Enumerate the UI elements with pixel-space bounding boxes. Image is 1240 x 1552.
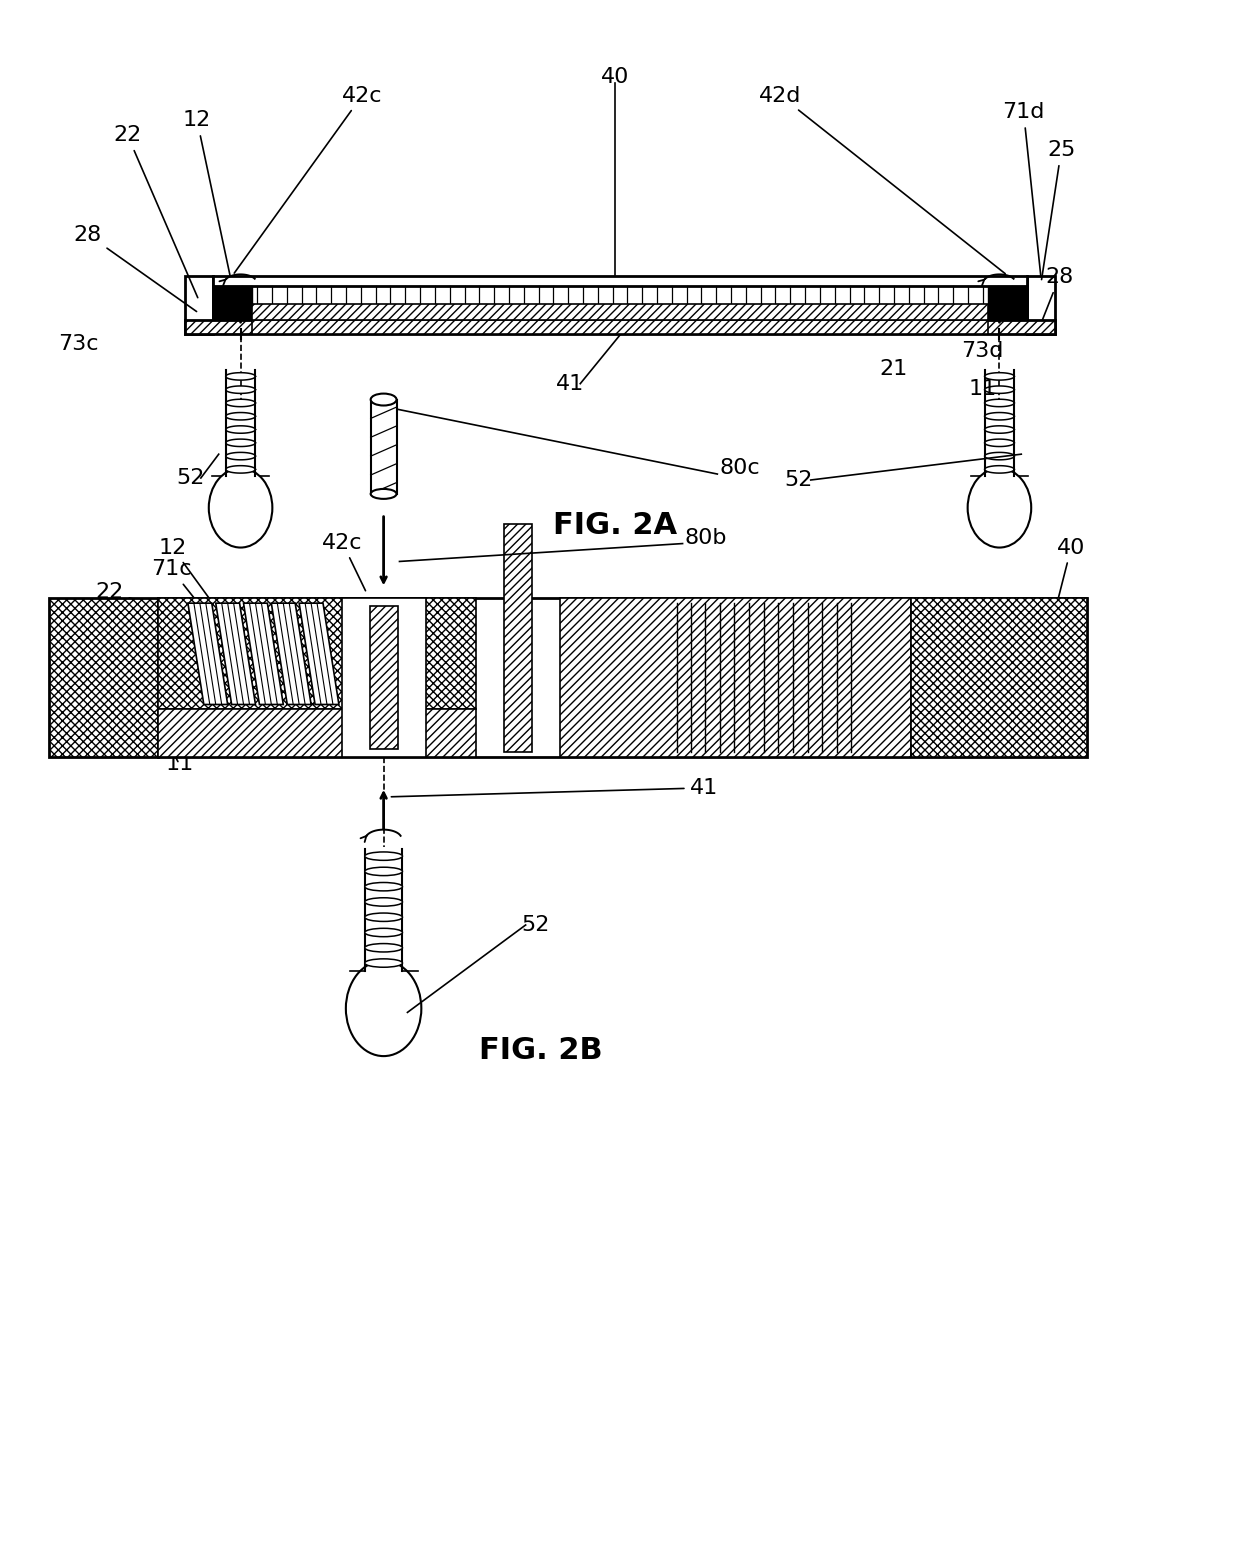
Bar	[253, 320, 987, 334]
Ellipse shape	[227, 439, 254, 447]
Bar	[371, 399, 397, 494]
Ellipse shape	[986, 386, 1013, 393]
Bar	[159, 598, 1086, 757]
Text: 28: 28	[73, 225, 197, 312]
Text: 11: 11	[165, 754, 193, 774]
Bar	[560, 598, 911, 757]
Ellipse shape	[371, 489, 397, 498]
Ellipse shape	[208, 469, 273, 548]
Text: 73c: 73c	[53, 689, 94, 717]
Bar	[213, 286, 1027, 320]
Text: 71c: 71c	[151, 559, 195, 598]
Ellipse shape	[986, 413, 1013, 421]
Bar	[370, 607, 398, 750]
Ellipse shape	[986, 399, 1013, 407]
Text: 28: 28	[1042, 267, 1074, 320]
Text: FIG. 2A: FIG. 2A	[553, 511, 677, 540]
Ellipse shape	[365, 959, 403, 967]
Bar	[343, 599, 424, 756]
Ellipse shape	[227, 425, 254, 433]
Text: 25: 25	[1042, 140, 1075, 279]
Text: 22: 22	[113, 126, 197, 298]
Ellipse shape	[986, 466, 1013, 473]
Ellipse shape	[227, 466, 254, 473]
Ellipse shape	[986, 439, 1013, 447]
Bar	[253, 304, 987, 320]
Text: 80b: 80b	[684, 528, 727, 548]
Ellipse shape	[365, 928, 403, 937]
Ellipse shape	[227, 399, 254, 407]
Polygon shape	[272, 604, 311, 705]
Text: 40: 40	[601, 67, 629, 87]
Text: 41: 41	[557, 374, 584, 394]
Ellipse shape	[227, 372, 254, 380]
Ellipse shape	[365, 944, 403, 951]
Bar	[1027, 276, 1055, 334]
Ellipse shape	[346, 961, 422, 1055]
Text: FIG. 2B: FIG. 2B	[479, 1035, 603, 1065]
Ellipse shape	[365, 852, 403, 860]
Text: 42c: 42c	[234, 85, 382, 273]
Text: 41: 41	[392, 778, 718, 798]
Bar	[185, 320, 1055, 334]
Text: 12: 12	[159, 537, 211, 601]
Text: 42c: 42c	[322, 532, 366, 591]
Ellipse shape	[986, 372, 1013, 380]
Ellipse shape	[227, 386, 254, 393]
Text: 25: 25	[221, 602, 274, 622]
Text: 73c: 73c	[58, 334, 99, 354]
Ellipse shape	[227, 413, 254, 421]
Ellipse shape	[986, 425, 1013, 433]
Text: 28: 28	[58, 667, 87, 686]
Polygon shape	[299, 604, 339, 705]
Ellipse shape	[365, 868, 403, 875]
Text: 21: 21	[879, 359, 908, 379]
Bar	[213, 286, 253, 320]
Text: 52: 52	[785, 470, 813, 490]
Bar	[503, 523, 532, 753]
Ellipse shape	[365, 897, 403, 906]
Bar	[185, 276, 213, 334]
Ellipse shape	[986, 452, 1013, 459]
Text: 50: 50	[738, 736, 877, 756]
Bar	[48, 598, 159, 757]
Polygon shape	[243, 604, 283, 705]
Polygon shape	[216, 604, 255, 705]
Ellipse shape	[365, 913, 403, 922]
Bar	[213, 276, 1027, 286]
Bar	[911, 598, 1086, 757]
Bar	[342, 598, 427, 757]
Text: 52: 52	[177, 469, 205, 487]
Bar	[213, 286, 1027, 320]
Text: 52: 52	[521, 916, 549, 934]
Ellipse shape	[227, 452, 254, 459]
Bar	[159, 598, 476, 709]
Text: 42d: 42d	[759, 85, 1006, 273]
Text: 40: 40	[1056, 537, 1085, 601]
Text: 11: 11	[968, 379, 997, 399]
Text: 71d: 71d	[1002, 102, 1045, 276]
Ellipse shape	[371, 394, 397, 405]
Text: 22: 22	[95, 582, 145, 602]
Ellipse shape	[967, 469, 1032, 548]
Polygon shape	[188, 604, 228, 705]
Bar	[159, 709, 476, 757]
Text: 80c: 80c	[719, 458, 760, 478]
Ellipse shape	[365, 883, 403, 891]
Text: 12: 12	[184, 110, 231, 276]
Text: 73d: 73d	[961, 341, 1003, 360]
Bar	[987, 286, 1027, 320]
Text: 21: 21	[68, 734, 104, 754]
Text: 80a: 80a	[1016, 697, 1058, 740]
